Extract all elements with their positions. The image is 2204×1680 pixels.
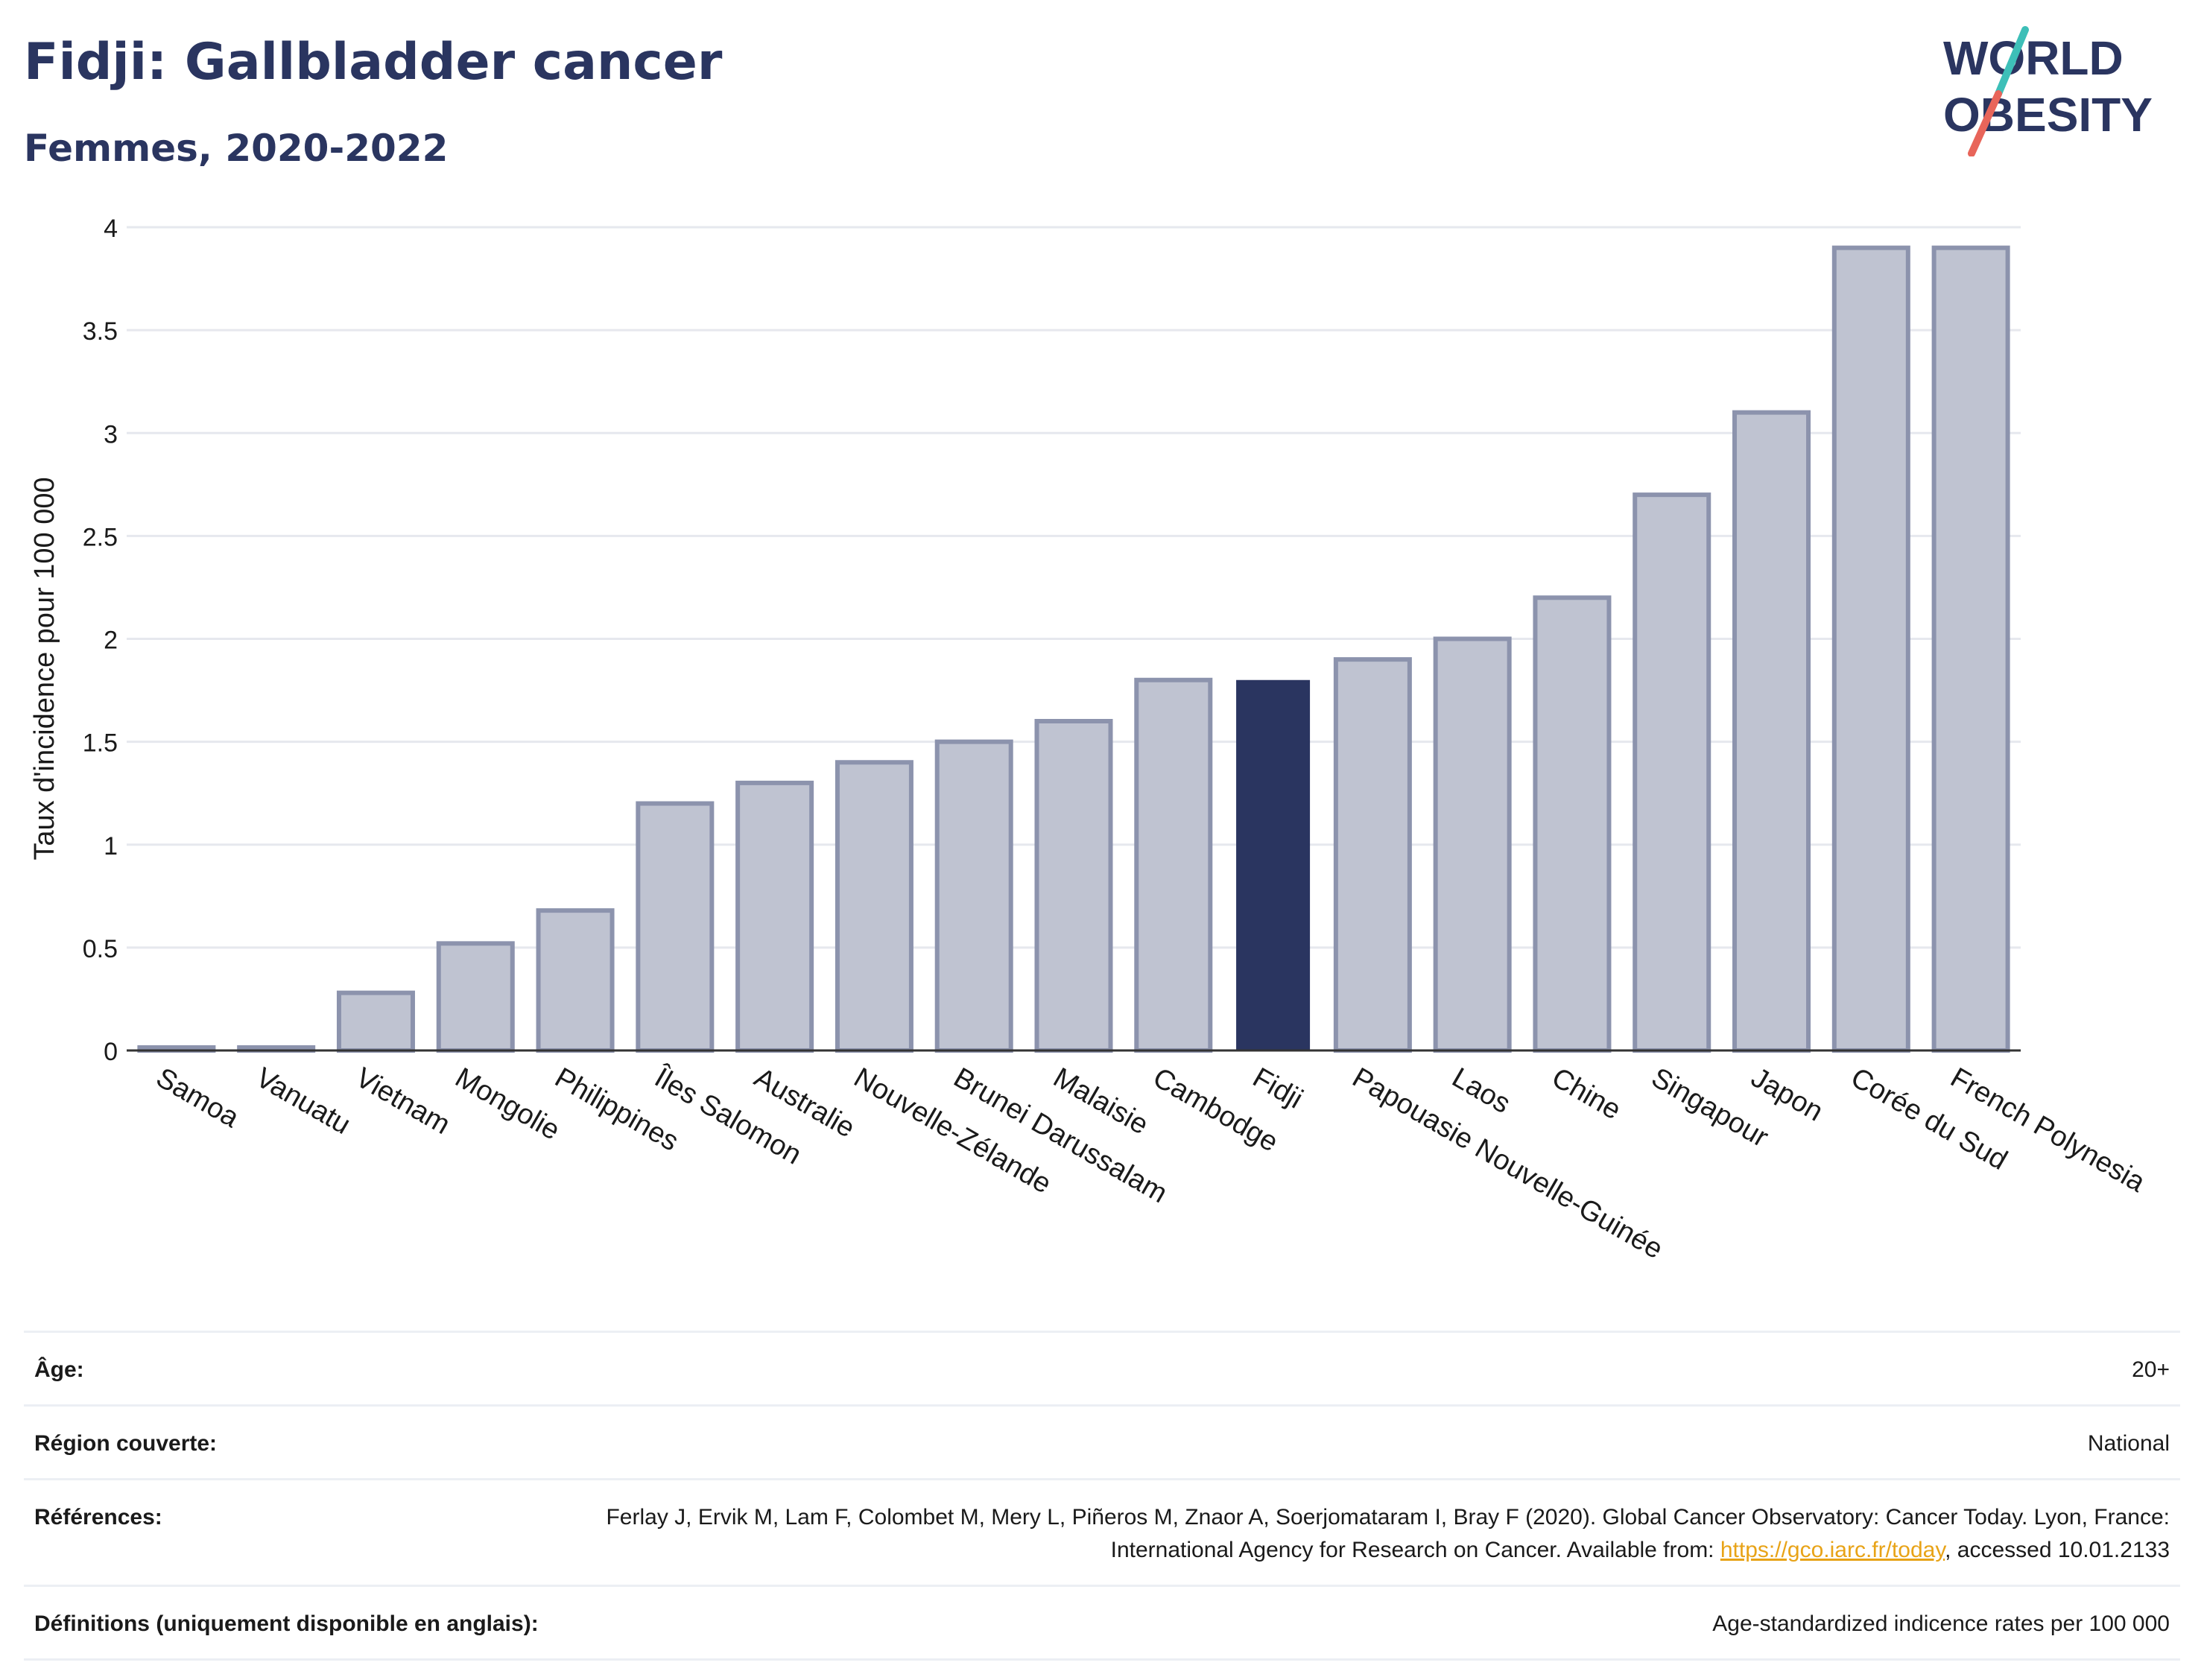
metadata-table: Âge: 20+ Région couverte: National Référ…	[24, 1331, 2180, 1661]
bar-japon	[1732, 410, 1811, 1053]
meta-label-definitions: Définitions (uniquement disponible en an…	[34, 1611, 539, 1636]
x-tick-label: Vietnam	[350, 1062, 455, 1141]
bar-laos	[1433, 636, 1512, 1053]
bar-french-polynesia	[1931, 245, 2010, 1053]
bar-australie	[735, 780, 814, 1053]
x-tick-label: Vanuatu	[250, 1062, 355, 1141]
meta-value-age: 20+	[2132, 1357, 2170, 1382]
y-tick-labels: 0 0.5 1 1.5 2 2.5 3 3.5 4	[83, 215, 118, 1066]
reference-link[interactable]: https://gco.iarc.fr/today	[1720, 1538, 1945, 1562]
bar--les-salomon	[636, 801, 715, 1053]
meta-value-definitions: Age-standardized indicence rates per 100…	[1712, 1611, 2170, 1636]
reference-text: Ferlay J, Ervik M, Lam F, Colombet M, Me…	[606, 1505, 2170, 1562]
logo-slash-teal	[1995, 26, 2029, 98]
y-tick-label: 1	[104, 832, 118, 860]
meta-label-references: Références:	[34, 1505, 162, 1530]
logo-line-world: WORLD	[1943, 31, 2124, 85]
bars	[137, 245, 2010, 1053]
x-tick-label: Mongolie	[450, 1062, 566, 1146]
y-tick-label: 0.5	[83, 935, 118, 963]
bar-mongolie	[436, 941, 515, 1053]
chart-title: Fidji: Gallbladder cancer	[24, 33, 723, 92]
y-tick-label: 4	[104, 215, 118, 243]
bar-nouvelle-z-lande	[835, 760, 913, 1053]
x-tick-label: Fidji	[1247, 1062, 1308, 1115]
bar-papouasie-nouvelle-guin-e	[1333, 657, 1412, 1053]
meta-value-region: National	[2087, 1431, 2170, 1456]
y-tick-label: 0	[104, 1038, 118, 1066]
y-tick-label: 2	[104, 627, 118, 655]
bar-cor-e-du-sud	[1831, 245, 1910, 1053]
bar-singapour	[1633, 492, 1711, 1053]
meta-row-references: Références: Ferlay J, Ervik M, Lam F, Co…	[24, 1478, 2180, 1585]
bar-vietnam	[336, 990, 415, 1053]
x-tick-label: Chine	[1546, 1062, 1626, 1126]
chart-subtitle: Femmes, 2020-2022	[24, 127, 449, 170]
x-tick-labels: Samoa VanuatuVietnamMongoliePhilippinesÎl…	[151, 1061, 2150, 1265]
bar-philippines	[536, 908, 615, 1053]
world-obesity-logo: WORLD OBESITY	[1943, 26, 2153, 156]
x-tick-label: Samoa	[151, 1062, 244, 1134]
meta-label-region: Région couverte:	[34, 1431, 218, 1456]
y-tick-label: 1.5	[83, 729, 118, 758]
bar-malaisie	[1034, 719, 1113, 1053]
y-tick-label: 3.5	[83, 317, 118, 346]
meta-label-age: Âge:	[34, 1357, 84, 1382]
meta-row-definitions: Définitions (uniquement disponible en an…	[24, 1585, 2180, 1661]
meta-row-age: Âge: 20+	[24, 1331, 2180, 1404]
bar-chart: 0 0.5 1 1.5 2 2.5 3 3.5 4 Samoa VanuatuVietnamMon…	[29, 215, 2151, 1265]
x-tick-label: Laos	[1447, 1062, 1516, 1120]
y-tick-label: 2.5	[83, 523, 118, 551]
reference-accessed: , accessed 10.01.2133	[1945, 1538, 2170, 1562]
y-axis-label: Taux d'incidence pour 100 000	[29, 477, 60, 860]
bar-fidji	[1236, 679, 1311, 1050]
bar-brunei-darussalam	[934, 739, 1013, 1053]
y-tick-label: 3	[104, 420, 118, 448]
meta-row-region: Région couverte: National	[24, 1404, 2180, 1478]
bar-cambodge	[1134, 677, 1213, 1053]
bar-chine	[1533, 595, 1612, 1053]
logo-slash-red	[1968, 90, 2002, 156]
meta-value-references: Ferlay J, Ervik M, Lam F, Colombet M, Me…	[605, 1501, 2170, 1567]
